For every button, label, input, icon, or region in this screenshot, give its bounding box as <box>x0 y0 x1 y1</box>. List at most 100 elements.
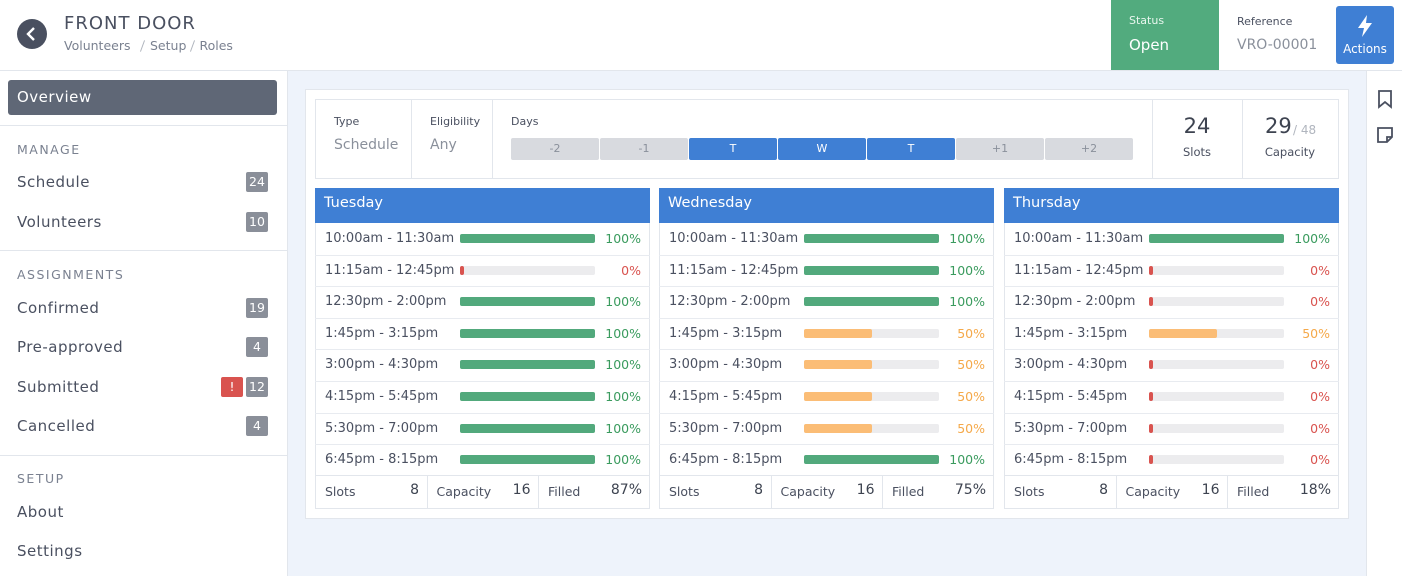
footer-divider <box>1227 475 1228 508</box>
time-slot: 5:30pm - 7:00pm <box>325 420 439 436</box>
fill-bar <box>460 234 595 243</box>
summary-divider <box>1152 100 1153 178</box>
row-divider <box>315 254 650 256</box>
fill-percent: 0% <box>1310 389 1330 404</box>
bar-track <box>804 360 939 370</box>
actions-button[interactable] <box>1336 6 1394 64</box>
fill-bar <box>460 328 595 338</box>
actions-label[interactable]: Actions <box>1343 42 1387 56</box>
fill-percent: 0% <box>1310 420 1330 436</box>
footer-label: Filled <box>1237 484 1270 499</box>
summary-value: Schedule <box>334 137 399 153</box>
fill-percent: 50% <box>957 357 985 373</box>
fill-bar <box>1149 328 1217 338</box>
time-slot: 11:15am - 12:45pm <box>669 262 799 278</box>
stat-label: Capacity <box>1264 145 1316 159</box>
fill-bar <box>804 392 872 401</box>
day-chip[interactable]: T <box>867 138 955 160</box>
row-divider <box>315 286 650 288</box>
row-divider <box>315 412 650 414</box>
fill-percent: 0% <box>1310 294 1330 310</box>
bar-track <box>804 328 939 338</box>
footer-divider <box>882 475 883 508</box>
footer-divider <box>1115 475 1117 508</box>
day-chip[interactable]: +2 <box>1045 138 1133 160</box>
row-divider <box>659 412 994 414</box>
bookmark-icon[interactable] <box>1376 89 1394 109</box>
fill-bar <box>460 297 595 307</box>
fill-percent: 100% <box>605 325 641 341</box>
fill-bar <box>1149 455 1153 465</box>
fill-percent: 100% <box>949 262 985 278</box>
page-title: FRONT DOOR <box>64 13 196 34</box>
footer-label: Capacity <box>1125 484 1181 499</box>
bar-track <box>1149 423 1284 433</box>
nav-item[interactable]: Submitted <box>17 378 100 396</box>
time-slot: 6:45pm - 8:15pm <box>1014 452 1128 468</box>
section-title: ASSIGNMENTS <box>17 267 125 282</box>
footer-value: 16 <box>856 482 875 498</box>
footer-label: Filled <box>548 484 581 499</box>
nav-overview-label[interactable]: Overview <box>17 88 92 106</box>
time-slot: 5:30pm - 7:00pm <box>669 420 783 436</box>
footer-divider <box>770 475 772 508</box>
day-chip[interactable]: -2 <box>511 138 599 160</box>
fill-bar <box>460 392 595 401</box>
summary-label: Days <box>511 115 539 128</box>
nav-overview[interactable] <box>8 80 277 115</box>
fill-bar <box>1149 234 1284 243</box>
footer-divider <box>315 475 650 476</box>
footer-divider <box>1004 475 1339 476</box>
bar-track <box>1149 328 1284 338</box>
breadcrumb[interactable]: Roles <box>199 38 233 53</box>
footer-label: Slots <box>325 484 356 499</box>
day-chip[interactable]: -1 <box>600 138 688 160</box>
alert-badge: ! <box>221 377 243 397</box>
row-divider <box>1004 444 1339 446</box>
fill-bar <box>804 328 872 338</box>
count-badge: 12 <box>246 377 268 397</box>
day-header <box>659 188 994 223</box>
count-badge: 4 <box>246 337 268 357</box>
summary-label: Eligibility <box>430 115 481 128</box>
day-chip[interactable]: W <box>778 138 866 160</box>
summary-value: Any <box>430 137 457 153</box>
fill-bar <box>460 265 464 275</box>
time-slot: 6:45pm - 8:15pm <box>669 452 783 468</box>
time-slot: 1:45pm - 3:15pm <box>325 325 439 341</box>
footer-label: Slots <box>1014 484 1045 499</box>
breadcrumb[interactable]: Volunteers <box>64 38 131 53</box>
breadcrumb[interactable]: Setup <box>150 38 187 53</box>
time-slot: 10:00am - 11:30am <box>1014 231 1144 246</box>
day-chip[interactable]: T <box>689 138 777 160</box>
row-divider <box>315 444 650 446</box>
fill-bar <box>1149 392 1153 401</box>
nav-item[interactable]: Schedule <box>17 173 90 191</box>
footer-divider <box>659 475 994 476</box>
nav-item[interactable]: Cancelled <box>17 417 96 435</box>
note-icon[interactable] <box>1376 126 1394 144</box>
fill-percent: 50% <box>957 389 985 404</box>
fill-bar <box>460 423 595 433</box>
footer-divider <box>538 475 539 508</box>
fill-percent: 50% <box>957 325 985 341</box>
time-slot: 4:15pm - 5:45pm <box>325 389 439 404</box>
summary-label: Type <box>334 115 360 128</box>
day-chip[interactable]: +1 <box>956 138 1044 160</box>
nav-item[interactable]: Settings <box>17 542 83 560</box>
row-divider <box>659 381 994 382</box>
day-title: Tuesday <box>324 195 383 211</box>
row-divider <box>1004 286 1339 288</box>
nav-item[interactable]: Volunteers <box>17 213 102 231</box>
row-divider <box>659 254 994 256</box>
back-button[interactable] <box>17 19 47 49</box>
fill-percent: 0% <box>1310 357 1330 373</box>
time-slot: 11:15am - 12:45pm <box>325 262 455 278</box>
nav-item[interactable]: Confirmed <box>17 299 100 317</box>
footer-label: Slots <box>669 484 700 499</box>
time-slot: 12:30pm - 2:00pm <box>669 294 791 310</box>
row-divider <box>315 317 650 319</box>
status-block <box>1111 0 1219 70</box>
nav-item[interactable]: About <box>17 503 64 521</box>
nav-item[interactable]: Pre-approved <box>17 338 124 356</box>
